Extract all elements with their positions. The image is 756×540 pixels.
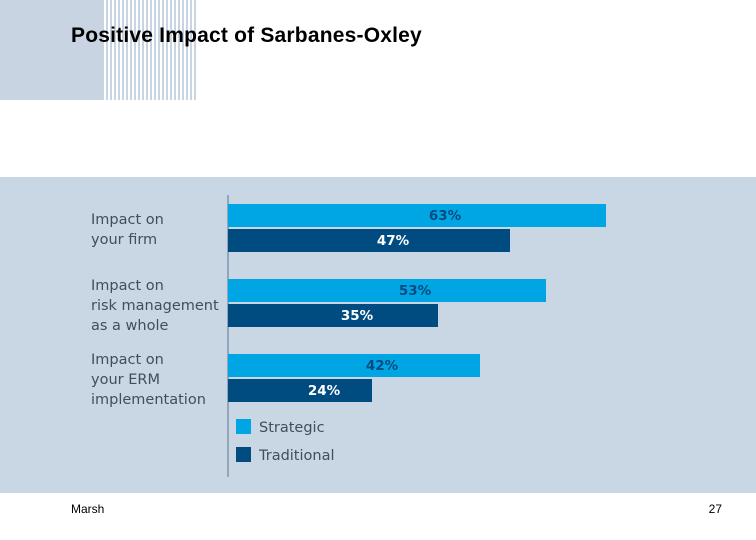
bar-traditional [228, 379, 372, 402]
bar-value-label: 47% [377, 233, 410, 249]
category-label: Impact on [91, 278, 164, 294]
bar-strategic [228, 204, 606, 227]
slide-title: Positive Impact of Sarbanes-Oxley [71, 24, 422, 47]
category-label: your firm [91, 232, 157, 248]
footer-company: Marsh [71, 502, 105, 516]
bar-value-label: 63% [429, 208, 462, 224]
category-label: your ERM [91, 372, 160, 388]
page-number: 27 [708, 502, 722, 516]
bar-strategic [228, 354, 480, 377]
category-label: implementation [91, 392, 206, 408]
bar-strategic [228, 279, 546, 302]
decorative-stripes [102, 0, 198, 100]
chart-panel: Impact on your firm Impact on risk manageme… [0, 177, 756, 493]
bar-traditional [228, 304, 438, 327]
bar-traditional [228, 229, 510, 252]
category-label: risk management [91, 298, 219, 314]
legend-label-strategic: Strategic [259, 420, 325, 436]
bar-value-label: 24% [308, 383, 341, 399]
legend-swatch-traditional [236, 447, 251, 462]
bar-chart: Impact on your firm Impact on risk manageme… [91, 195, 606, 477]
category-label: Impact on [91, 352, 164, 368]
legend-label-traditional: Traditional [258, 448, 335, 464]
decorative-block [0, 0, 102, 100]
category-label: as a whole [91, 318, 168, 334]
bar-value-label: 53% [399, 283, 432, 299]
category-label: Impact on [91, 212, 164, 228]
bar-value-label: 35% [341, 308, 374, 324]
bar-value-label: 42% [366, 358, 399, 374]
legend-swatch-strategic [236, 419, 251, 434]
